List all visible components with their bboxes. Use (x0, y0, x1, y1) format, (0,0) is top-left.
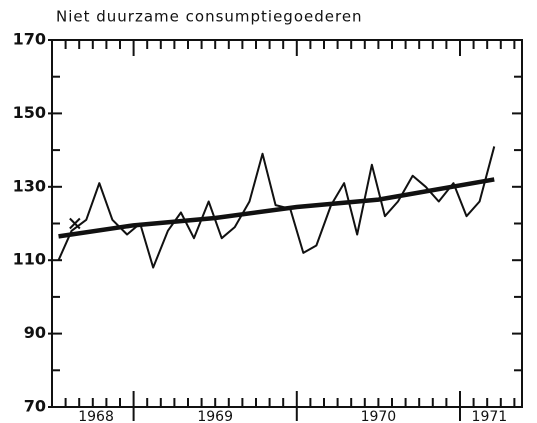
x-tick-label: 1969 (197, 409, 233, 423)
chart-title: Niet duurzame consumptiegoederen (56, 8, 363, 26)
y-tick-label: 170 (13, 30, 46, 49)
y-tick-label: 110 (13, 250, 46, 269)
x-tick-label: 1971 (472, 409, 508, 423)
monthly-line (57, 146, 496, 269)
x-tick-label: 1968 (78, 409, 114, 423)
y-tick-label: 70 (24, 397, 46, 416)
y-tick-label: 90 (24, 323, 46, 342)
y-tick-label: 150 (13, 103, 46, 122)
y-tick-label: 130 (13, 176, 46, 195)
cross-marker (69, 217, 81, 230)
x-tick-label: 1970 (361, 409, 397, 423)
trend-line (58, 177, 495, 239)
